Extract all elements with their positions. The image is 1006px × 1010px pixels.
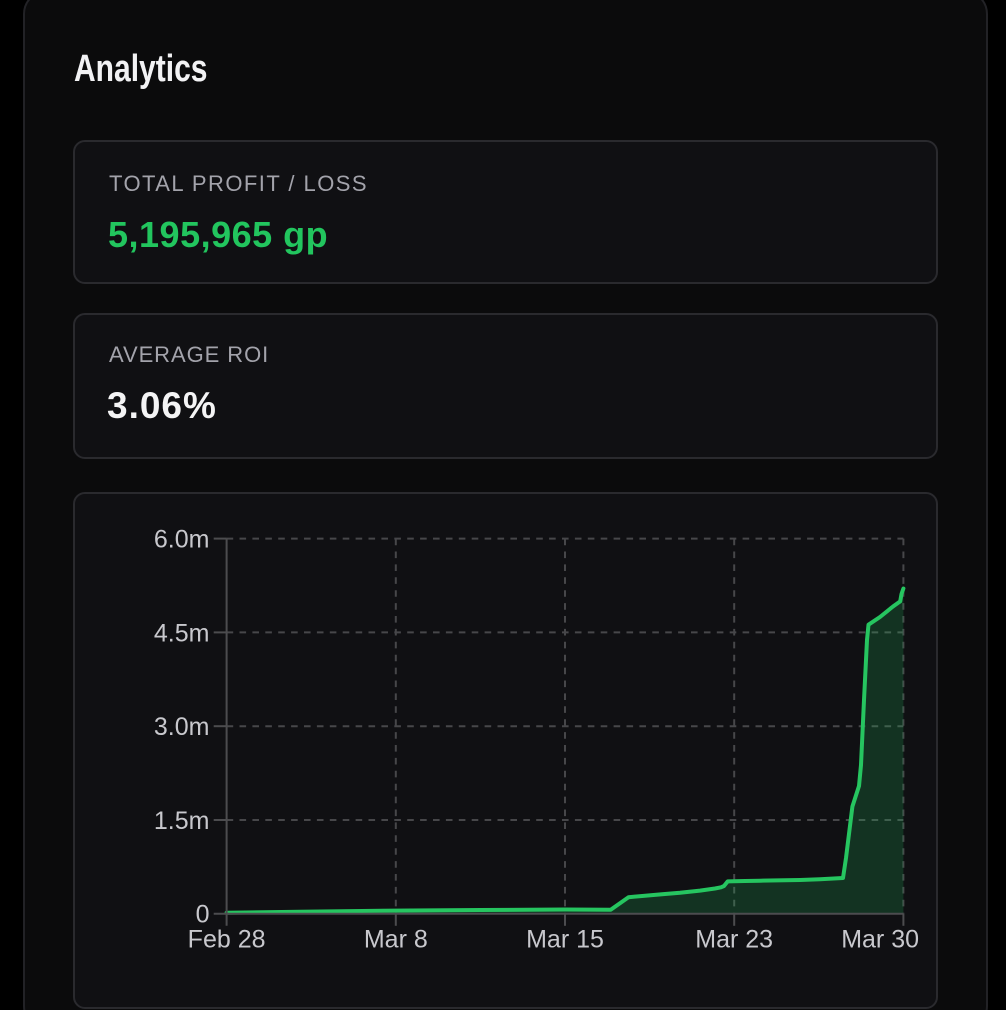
svg-text:1.5m: 1.5m — [154, 807, 210, 835]
svg-text:Mar 30: Mar 30 — [841, 926, 919, 954]
svg-text:Feb 28: Feb 28 — [188, 926, 266, 954]
svg-text:Mar 8: Mar 8 — [364, 926, 428, 954]
svg-text:4.5m: 4.5m — [154, 619, 210, 647]
svg-text:3.0m: 3.0m — [154, 713, 210, 741]
svg-text:6.0m: 6.0m — [154, 526, 210, 554]
svg-text:0: 0 — [196, 901, 210, 929]
svg-text:Mar 23: Mar 23 — [695, 926, 773, 954]
svg-text:Mar 15: Mar 15 — [526, 926, 604, 954]
